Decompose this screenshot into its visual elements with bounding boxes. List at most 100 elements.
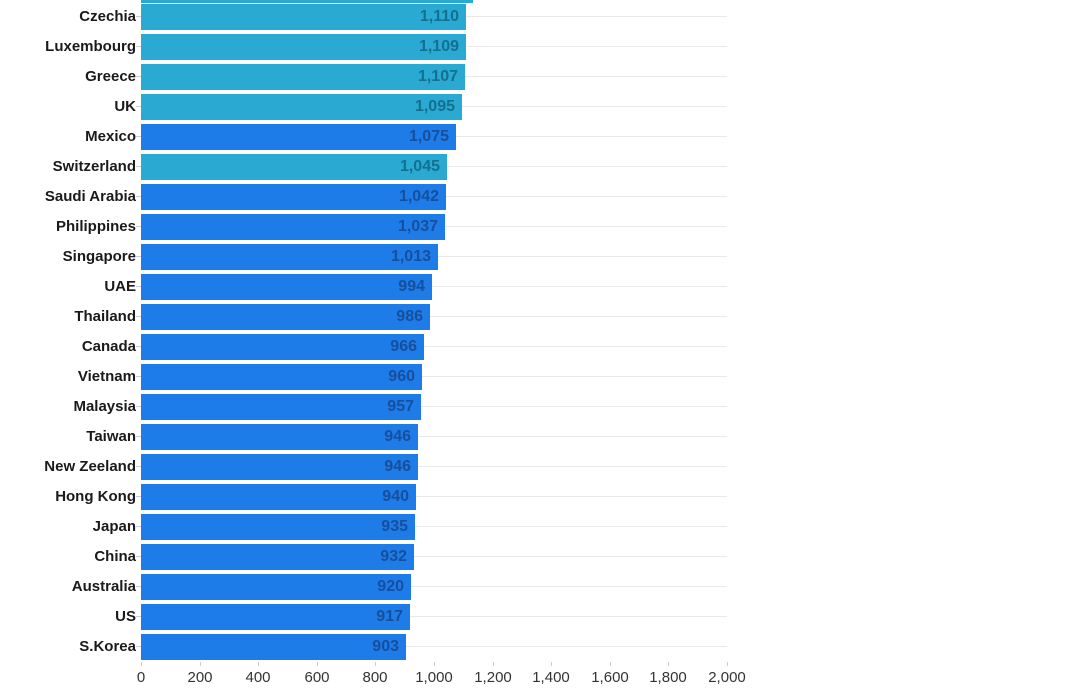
bar-value-label: 946 (384, 458, 411, 475)
x-axis-tick-label: 1,200 (474, 669, 512, 686)
plot-row: 1,107 (136, 62, 1071, 92)
category-label: Saudi Arabia (44, 188, 136, 205)
bar-value-label: 940 (382, 488, 409, 505)
x-axis-tick-label: 1,800 (649, 669, 687, 686)
gridline (141, 286, 727, 287)
chart-row: UAE 994 (0, 272, 1080, 302)
plot-row: 957 (136, 392, 1071, 422)
gridline (141, 346, 727, 347)
plot-row: 946 (136, 452, 1071, 482)
chart-row: Philippines 1,037 (0, 212, 1080, 242)
category-tick (136, 526, 141, 527)
chart-row: Canada 966 (0, 332, 1080, 362)
category-label: Taiwan (86, 428, 136, 445)
category-tick (136, 466, 141, 467)
category-tick (136, 286, 141, 287)
x-axis-tick-label: 200 (187, 669, 213, 686)
bar: 986 (141, 304, 430, 330)
chart-row: US 917 (0, 602, 1080, 632)
bar-value-label: 1,013 (390, 248, 431, 265)
category-label: Hong Kong (55, 488, 136, 505)
bar-value-label: 986 (396, 308, 423, 325)
category-tick (136, 256, 141, 257)
x-axis-tick (727, 662, 728, 666)
category-label: Singapore (62, 248, 136, 265)
chart-row: S.Korea 903 (0, 632, 1080, 662)
plot-row: 903 (136, 632, 1071, 662)
category-tick (136, 46, 141, 47)
chart-row: Hong Kong 940 (0, 482, 1080, 512)
category-label: China (94, 548, 136, 565)
bar: 1,110 (141, 4, 466, 30)
x-axis-tick (493, 662, 494, 666)
category-label: Switzerland (52, 158, 136, 175)
category-label: US (115, 608, 136, 625)
bar: 1,107 (141, 64, 465, 90)
category-label: Greece (85, 68, 136, 85)
gridline (141, 376, 727, 377)
plot-row: 932 (136, 542, 1071, 572)
category-tick (136, 646, 141, 647)
x-axis-tick-label: 800 (362, 669, 388, 686)
category-label: Australia (71, 578, 136, 595)
gridline (141, 436, 727, 437)
plot-row: 1,037 (136, 212, 1071, 242)
plot-row: 966 (136, 332, 1071, 362)
category-tick (136, 316, 141, 317)
gridline (141, 616, 727, 617)
gridline (141, 526, 727, 527)
bar: 935 (141, 514, 415, 540)
x-axis-tick (375, 662, 376, 666)
category-tick (136, 586, 141, 587)
bar: 917 (141, 604, 410, 630)
bar: 1,013 (141, 244, 438, 270)
bar-value-label: 994 (398, 278, 425, 295)
partial-top-bar (141, 0, 473, 3)
chart-row: Luxembourg 1,109 (0, 32, 1080, 62)
category-tick (136, 226, 141, 227)
bar: 920 (141, 574, 411, 600)
category-tick (136, 406, 141, 407)
plot-row: 1,013 (136, 242, 1071, 272)
bar-rows: Czechia 1,110 Luxembourg 1,109 Greece 1,107 UK… (0, 2, 1080, 662)
x-axis-tick (258, 662, 259, 666)
plot-row: 1,045 (136, 152, 1071, 182)
bar-value-label: 946 (384, 428, 411, 445)
chart-row: Thailand 986 (0, 302, 1080, 332)
bar: 1,075 (141, 124, 456, 150)
category-label: Philippines (55, 218, 136, 235)
chart-row: Czechia 1,110 (0, 2, 1080, 32)
bar-value-label: 1,095 (414, 98, 455, 115)
bar: 1,037 (141, 214, 445, 240)
category-label: Japan (92, 518, 136, 535)
plot-row: 986 (136, 302, 1071, 332)
bar: 960 (141, 364, 422, 390)
category-label: New Zeeland (44, 458, 136, 475)
x-axis-tick (668, 662, 669, 666)
category-tick (136, 376, 141, 377)
bar-value-label: 935 (381, 518, 408, 535)
x-axis-tick-label: 1,600 (591, 669, 629, 686)
category-label: Mexico (85, 128, 136, 145)
category-tick (136, 346, 141, 347)
plot-row: 917 (136, 602, 1071, 632)
x-axis-tick (434, 662, 435, 666)
chart-row: UK 1,095 (0, 92, 1080, 122)
plot-row: 1,109 (136, 32, 1071, 62)
category-label: UAE (104, 278, 136, 295)
bar: 903 (141, 634, 406, 660)
x-axis-tick (200, 662, 201, 666)
x-axis-tick (551, 662, 552, 666)
gridline (141, 316, 727, 317)
bar-value-label: 903 (372, 638, 399, 655)
plot-row: 1,095 (136, 92, 1071, 122)
plot-row: 1,110 (136, 2, 1071, 32)
bar-value-label: 957 (387, 398, 414, 415)
category-tick (136, 556, 141, 557)
bar: 932 (141, 544, 414, 570)
chart-row: Greece 1,107 (0, 62, 1080, 92)
category-label: Malaysia (73, 398, 136, 415)
gridline (141, 646, 727, 647)
bar: 940 (141, 484, 416, 510)
